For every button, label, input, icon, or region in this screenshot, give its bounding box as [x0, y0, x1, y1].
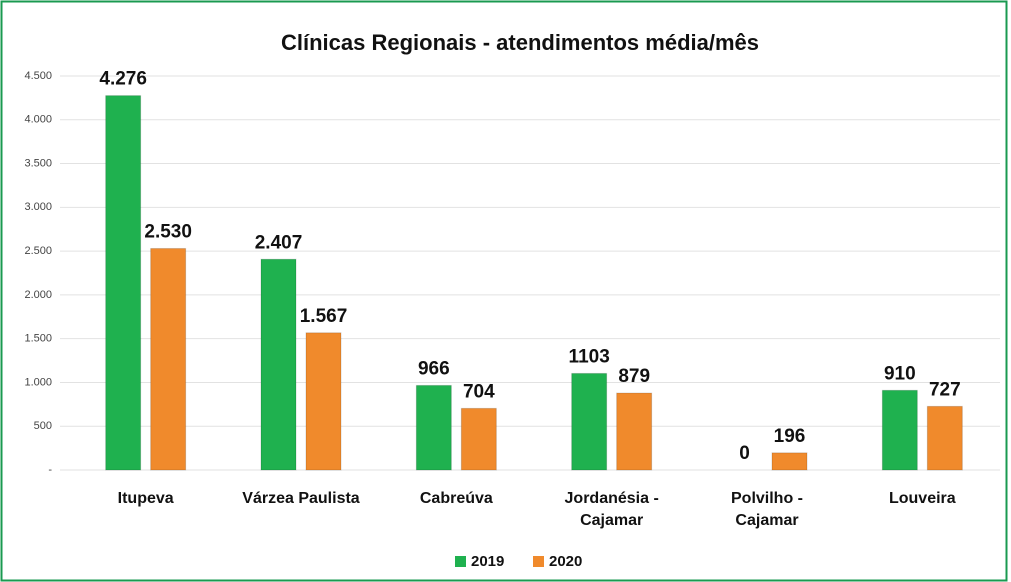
y-tick-label: 4.500 — [24, 70, 52, 82]
y-tick-label: 1.000 — [24, 376, 52, 388]
bar — [616, 392, 653, 471]
bar — [460, 407, 497, 471]
data-label: 704 — [463, 381, 495, 402]
legend-swatch — [455, 556, 466, 567]
y-tick-label: 2.000 — [24, 289, 52, 301]
x-tick-label: Várzea Paulista — [242, 490, 360, 507]
bar — [305, 332, 342, 471]
y-tick-label: 3.500 — [24, 157, 52, 169]
legend-swatch — [533, 556, 544, 567]
x-tick-label: Polvilho - Cajamar — [731, 490, 803, 529]
data-label: 196 — [774, 426, 806, 447]
bar — [771, 452, 808, 471]
legend-label: 2019 — [471, 553, 504, 570]
data-label: 966 — [418, 358, 450, 379]
bar — [150, 247, 187, 471]
legend-label: 2020 — [549, 553, 582, 570]
bar — [260, 258, 297, 471]
y-tick-label: 1.500 — [24, 333, 52, 345]
bar — [105, 95, 142, 471]
data-label: 910 — [884, 363, 916, 384]
data-label: 879 — [618, 366, 650, 387]
bar — [926, 405, 963, 471]
data-label: 0 — [739, 443, 750, 464]
bar — [415, 384, 452, 471]
data-label: 2.530 — [144, 222, 192, 243]
data-label: 1103 — [569, 346, 610, 367]
y-tick-label: - — [48, 464, 52, 476]
x-tick-label: Louveira — [888, 490, 956, 507]
y-tick-label: 4.000 — [24, 114, 52, 126]
data-label: 2.407 — [255, 232, 303, 253]
data-label: 1.567 — [300, 306, 348, 327]
y-tick-label: 500 — [34, 420, 52, 432]
bar — [881, 389, 918, 471]
y-tick-label: 2.500 — [24, 245, 52, 257]
y-tick-label: 3.000 — [24, 201, 52, 213]
chart-title: Clínicas Regionais - atendimentos média/… — [281, 30, 759, 55]
x-tick-label: Jordanésia - Cajamar — [564, 490, 659, 529]
x-tick-label: Cabreúva — [419, 490, 493, 507]
data-label: 727 — [929, 379, 961, 400]
data-label: 4.276 — [99, 69, 147, 90]
x-tick-label: Itupeva — [117, 490, 174, 507]
bar — [571, 372, 608, 471]
